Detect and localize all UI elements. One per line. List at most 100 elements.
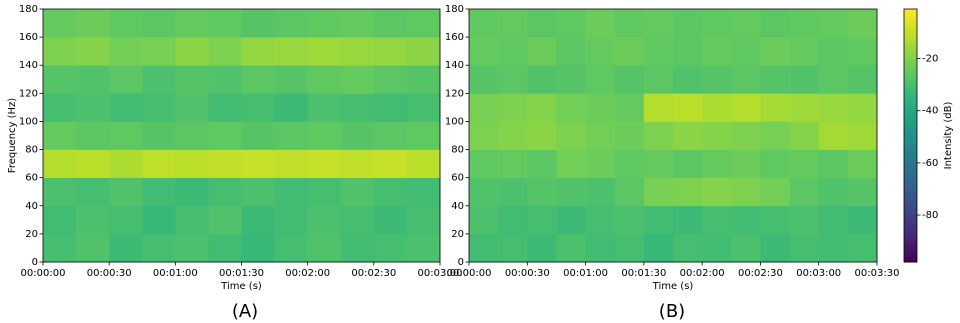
caption: (A) [232,301,258,322]
heatmap-cell [818,65,849,94]
heatmap-cell [175,233,209,263]
heatmap-cell [274,9,308,38]
colorbar-swatch [904,249,917,252]
heatmap-cell [527,65,557,94]
heatmap-cell [847,9,878,38]
heatmap-cell [847,233,878,263]
heatmap-cell [274,205,308,235]
heatmap-cell [731,93,761,122]
colorbar-swatch [904,101,917,105]
colorbar-swatch [904,162,917,166]
colorbar-swatch [904,190,917,193]
heatmap-cell [109,233,143,263]
colorbar-swatch [904,70,917,73]
colorbar-tick-label: -60 [922,158,938,169]
heatmap-cell [76,37,110,66]
heatmap-cell [208,121,242,150]
x-tick-label: 00:01:00 [153,268,198,279]
heatmap-cell [498,65,528,94]
heatmap-cell [614,205,645,235]
colorbar-swatch [904,186,917,189]
colorbar-swatch [904,57,917,61]
y-tick-label: 160 [19,32,38,43]
y-tick-label: 180 [19,4,38,15]
colorbar-swatch [904,169,917,172]
colorbar-swatch [904,74,917,77]
heatmap-cell [142,177,176,207]
colorbar-swatch [904,200,917,204]
colorbar-swatch [904,59,917,63]
colorbar-swatch [904,13,917,16]
heatmap-cell [818,177,849,207]
colorbar-swatch [904,105,917,109]
colorbar-swatch [904,202,917,206]
heatmap-cell [340,93,375,122]
heatmap-cell [702,65,732,94]
heatmap-cell [274,65,308,94]
colorbar-swatch [904,36,917,40]
heatmap-cell [731,9,761,38]
heatmap-cell [498,149,528,178]
heatmap-cell [241,9,275,38]
colorbar-swatch [904,236,917,240]
x-tick-label: 00:03:00 [418,268,463,279]
y-tick-label: 120 [445,88,464,99]
heatmap-cell [76,9,110,38]
x-tick-label: 00:02:30 [351,268,396,279]
heatmap-cell [585,205,616,235]
heatmap-cell [818,205,849,235]
heatmap-cell [702,205,732,235]
colorbar-swatch [904,158,917,162]
heatmap-cell [142,65,176,94]
heatmap-cell [702,9,732,38]
heatmap-cell [818,121,849,150]
colorbar-swatch [904,213,917,217]
heatmap-cell [673,93,703,122]
heatmap-cell [307,121,342,150]
heatmap-cell [498,205,528,235]
colorbar-swatch [904,188,917,191]
colorbar-swatch [904,152,917,155]
heatmap-cell [307,9,342,38]
colorbar-swatch [904,27,917,31]
heatmap-cell [175,93,209,122]
heatmap-cell [498,37,528,66]
heatmap-cell [208,205,242,235]
heatmap-cell [109,205,143,235]
heatmap-cell [731,177,761,207]
colorbar-swatch [904,179,917,183]
heatmap-cell [142,149,176,178]
heatmap-cell [643,121,674,150]
heatmap-cell [498,233,528,263]
x-tick-label: 00:02:30 [738,268,783,279]
heatmap-cell [818,233,849,263]
colorbar-swatch [904,154,917,158]
x-tick-label: 00:03:00 [796,268,841,279]
colorbar-swatch [904,9,917,12]
heatmap-cell [527,121,557,150]
colorbar-swatch [904,38,917,42]
colorbar-swatch [904,87,917,90]
colorbar-swatch [904,46,917,50]
heatmap-cell [175,149,209,178]
heatmap-cell [208,9,242,38]
colorbar-swatch [904,173,917,177]
heatmap-cell [76,205,110,235]
colorbar-swatch [904,110,917,113]
colorbar-swatch [904,55,917,58]
heatmap-cell [469,65,499,94]
heatmap-cell [43,121,77,150]
colorbar-swatch [904,112,917,115]
colorbar-swatch [904,217,917,221]
heatmap-cell [76,149,110,178]
colorbar-swatch [904,44,917,48]
colorbar-swatch [904,72,917,75]
heatmap-cell [847,177,878,207]
colorbar-swatch [904,150,917,153]
heatmap-cell [340,149,375,178]
colorbar-swatch [904,23,917,27]
colorbar-swatch [904,219,917,223]
colorbar-swatch [904,63,917,67]
colorbar-swatch [904,17,917,21]
colorbar-swatch [904,131,917,134]
